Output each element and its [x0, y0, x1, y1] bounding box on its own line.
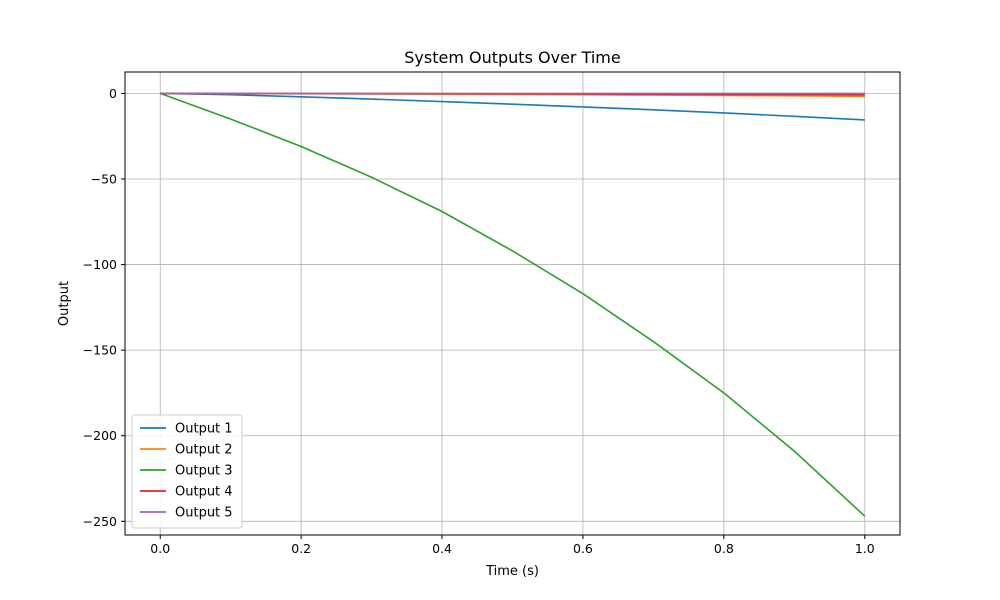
legend-label: Output 1: [175, 422, 233, 437]
x-tick-label: 1.0: [855, 541, 875, 556]
legend-label: Output 2: [175, 443, 233, 458]
chart-title: System Outputs Over Time: [404, 48, 620, 67]
legend-label: Output 3: [175, 464, 233, 479]
x-axis-label: Time (s): [485, 564, 539, 579]
x-tick-label: 0.6: [573, 541, 593, 556]
series-lines: [159, 92, 866, 517]
y-tick-label: −100: [83, 257, 117, 272]
y-tick-label: −200: [83, 428, 117, 443]
legend-label: Output 4: [175, 485, 233, 500]
legend: Output 1 Output 2 Output 3 Output 4 Output 5: [131, 414, 243, 529]
y-tick-label: 0: [109, 86, 117, 101]
legend-box: [131, 414, 243, 529]
plot-frame: [124, 71, 901, 536]
x-tick-label: 0.0: [150, 541, 170, 556]
series-line-output-3: [159, 92, 866, 517]
y-axis-ticks: 0 −50 −100 −150 −200 −250: [83, 86, 125, 529]
y-tick-label: −50: [91, 171, 117, 186]
series-line-output-1: [160, 92, 865, 121]
x-tick-label: 0.8: [714, 541, 734, 556]
y-tick-label: −250: [83, 514, 117, 529]
legend-label: Output 5: [175, 506, 233, 521]
x-tick-label: 0.2: [291, 541, 311, 556]
x-tick-label: 0.4: [432, 541, 452, 556]
y-axis-label: Output: [57, 281, 72, 326]
y-tick-label: −150: [83, 343, 117, 358]
x-axis-ticks: 0.0 0.2 0.4 0.6 0.8 1.0: [150, 535, 875, 556]
